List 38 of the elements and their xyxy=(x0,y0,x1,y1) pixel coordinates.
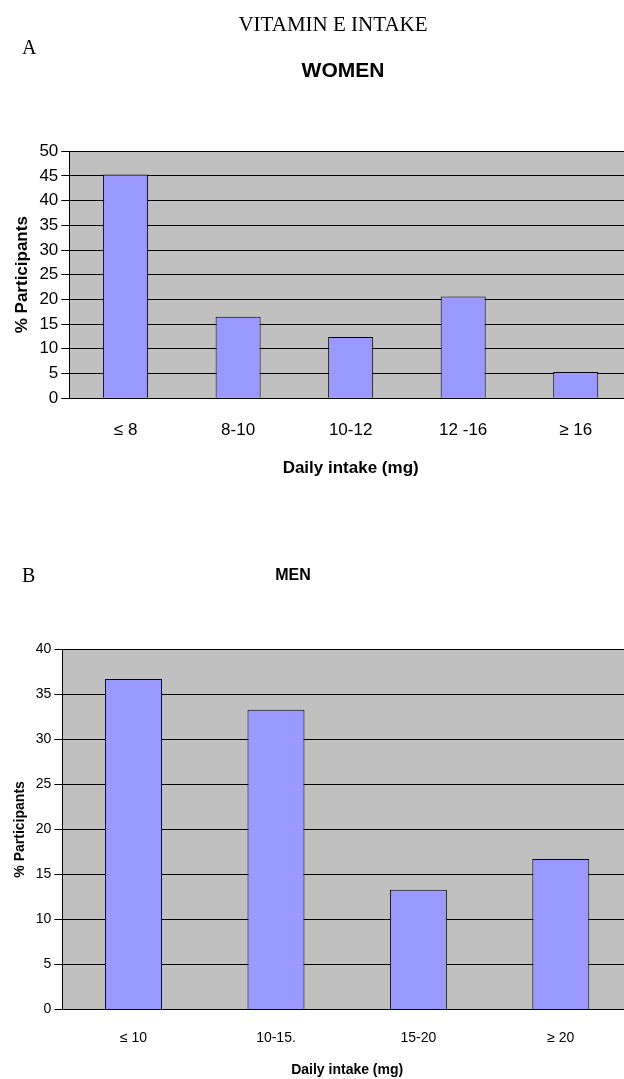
y-tick-label: 10 xyxy=(39,338,59,358)
y-tick-label: 50 xyxy=(39,140,59,160)
chart-subtitle: WOMEN xyxy=(300,58,386,82)
chart-title: MEN xyxy=(275,566,311,583)
y-tick-label: 25 xyxy=(39,264,59,284)
y-tick-label: 15 xyxy=(39,313,59,333)
x-tick-label: ≥ 16 xyxy=(559,420,593,440)
x-axis-title: Daily intake (mg) xyxy=(282,458,419,478)
x-tick-label: 15-20 xyxy=(400,1028,437,1045)
y-tick-label: 45 xyxy=(39,165,59,185)
y-tick-label: 10 xyxy=(35,910,52,927)
text: A xyxy=(22,36,37,59)
x-tick-label: ≥ 20 xyxy=(547,1028,575,1045)
y-tick-label: 40 xyxy=(35,640,52,657)
y-axis-title: % Participants xyxy=(11,780,28,878)
y-tick-label: 5 xyxy=(43,955,52,972)
x-tick-label: 8-10 xyxy=(221,420,256,440)
y-tick-label: 20 xyxy=(35,820,52,837)
y-tick-label: 35 xyxy=(39,214,59,234)
x-tick-label: ≤ 10 xyxy=(120,1028,148,1045)
x-tick-label: 10-15. xyxy=(256,1028,296,1045)
y-axis-title: % Participants xyxy=(11,216,31,334)
y-tick-label: 5 xyxy=(48,363,59,383)
y-tick-label: 15 xyxy=(35,865,52,882)
y-tick-label: 25 xyxy=(35,775,52,792)
y-tick-label: 20 xyxy=(39,289,59,309)
y-tick-label: 30 xyxy=(39,239,59,259)
x-tick-label: ≤ 8 xyxy=(113,420,138,440)
x-tick-label: 10-12 xyxy=(328,420,373,440)
x-tick-label: 12 -16 xyxy=(439,420,488,440)
y-tick-label: 0 xyxy=(43,1000,52,1017)
y-tick-label: 30 xyxy=(35,730,52,747)
y-tick-label: 40 xyxy=(39,190,59,210)
text: B xyxy=(22,564,36,587)
x-axis-title: Daily intake (mg) xyxy=(291,1061,404,1078)
chart-title: VITAMIN E INTAKE xyxy=(237,12,429,37)
y-tick-label: 0 xyxy=(48,387,59,407)
y-tick-label: 35 xyxy=(35,685,52,702)
